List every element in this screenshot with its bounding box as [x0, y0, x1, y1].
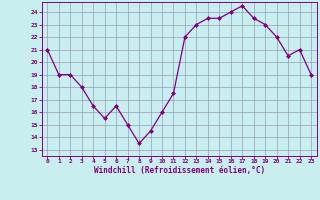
X-axis label: Windchill (Refroidissement éolien,°C): Windchill (Refroidissement éolien,°C): [94, 166, 265, 175]
